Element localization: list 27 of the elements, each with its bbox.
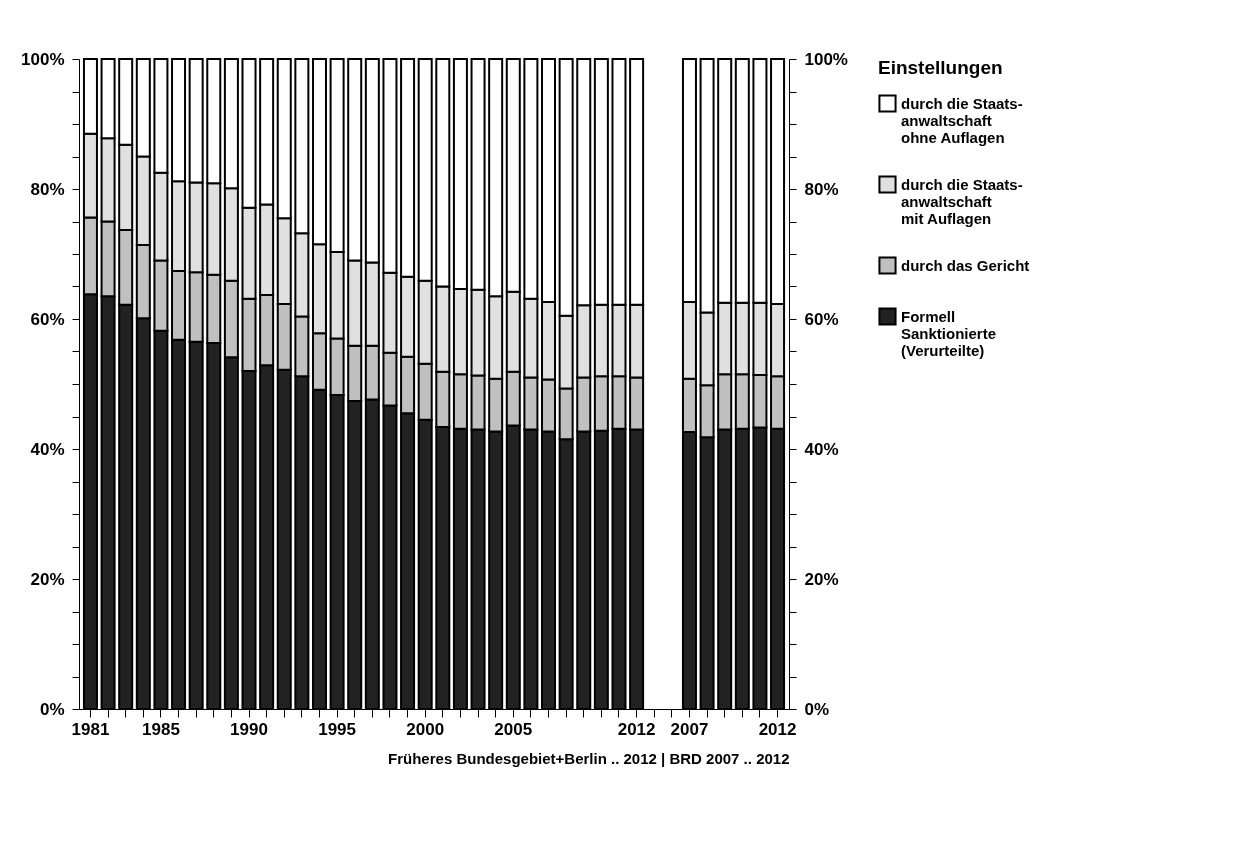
legend-label: durch die Staats- anwaltschaft ohne Auflagen <box>901 94 1023 146</box>
y-tick-label: 60% <box>30 309 65 329</box>
y-tick-label: 100% <box>21 49 65 69</box>
y2-tick-label: 100% <box>804 49 848 69</box>
x-tick-label: 2012 <box>617 719 656 739</box>
x-tick-label: 1985 <box>142 719 180 739</box>
x-tick-label: 1981 <box>71 719 110 739</box>
y-tick-label: 20% <box>30 569 65 589</box>
x-tick-label: 2007 <box>670 719 709 739</box>
x-tick-label: 2005 <box>494 719 533 739</box>
x-tick-label: 1990 <box>230 719 268 739</box>
y-tick-label: 80% <box>30 179 65 199</box>
y2-tick-label: 80% <box>804 179 839 199</box>
y2-tick-label: 60% <box>804 309 839 329</box>
x-tick-label: 1995 <box>318 719 357 739</box>
y2-tick-label: 40% <box>804 439 839 459</box>
y-tick-label: 0% <box>39 699 65 719</box>
y2-tick-label: 20% <box>804 569 839 589</box>
y-tick-label: 40% <box>30 439 65 459</box>
x-tick-label: 2012 <box>758 719 797 739</box>
legend-title: Einstellungen <box>878 57 1003 78</box>
legend-label: Formell Sanktionierte (Verurteilte) <box>901 307 997 359</box>
x-tick-label: 2000 <box>406 719 445 739</box>
legend-label: durch das Gericht <box>901 256 1030 274</box>
legend-label: durch die Staats- anwaltschaft mit Auflagen <box>901 175 1023 227</box>
x-axis-title: Früheres Bundesgebiet+Berlin .. 2012 | BRD 2007 .. 2012 <box>388 749 790 767</box>
y2-tick-label: 0% <box>804 699 830 719</box>
